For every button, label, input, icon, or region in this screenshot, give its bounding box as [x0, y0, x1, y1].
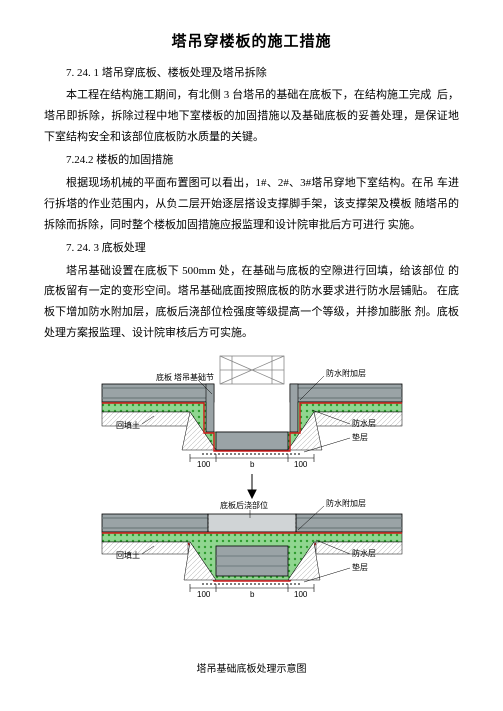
svg-text:100: 100: [197, 590, 211, 599]
svg-text:回填土: 回填土: [116, 420, 140, 430]
svg-text:100: 100: [197, 460, 211, 469]
page-title: 塔吊穿楼板的施工措施: [44, 28, 459, 57]
svg-text:防水层: 防水层: [352, 548, 376, 558]
svg-text:底板 塔吊基础节: 底板 塔吊基础节: [156, 372, 214, 382]
diagram-caption: 塔吊基础底板处理示意图: [44, 660, 459, 679]
svg-text:100: 100: [294, 460, 308, 469]
svg-text:防水层: 防水层: [352, 418, 376, 428]
paragraph: 本工程在结构施工期间，有北侧 3 台塔吊的基础在底板下，在结构施工完成 后，塔吊…: [44, 85, 459, 148]
section-heading-2: 7.24.2 楼板的加固措施: [44, 150, 459, 171]
svg-text:回填土: 回填土: [116, 550, 140, 560]
diagram-container: 100 b 100 底板 塔吊基础节 防水附加层 回填土 防水层 垫层: [44, 354, 459, 679]
svg-text:垫层: 垫层: [352, 432, 368, 442]
svg-text:b: b: [250, 460, 255, 469]
svg-text:底板后浇部位: 底板后浇部位: [220, 500, 268, 510]
paragraph: 根据现场机械的平面布置图可以看出，1#、2#、3#塔吊穿地下室结构。在吊 车进行…: [44, 173, 459, 236]
svg-text:100: 100: [294, 590, 308, 599]
section-heading-3: 7. 24. 3 底板处理: [44, 238, 459, 259]
svg-text:防水附加层: 防水附加层: [326, 368, 366, 378]
svg-text:防水附加层: 防水附加层: [326, 498, 366, 508]
svg-text:b: b: [250, 590, 255, 599]
section-heading-1: 7. 24. 1 塔吊穿底板、楼板处理及塔吊拆除: [44, 63, 459, 84]
foundation-diagram: 100 b 100 底板 塔吊基础节 防水附加层 回填土 防水层 垫层: [82, 354, 422, 654]
svg-text:垫层: 垫层: [352, 562, 368, 572]
paragraph: 塔吊基础设置在底板下 500mm 处，在基础与底板的空隙进行回填，给该部位 的底…: [44, 261, 459, 345]
